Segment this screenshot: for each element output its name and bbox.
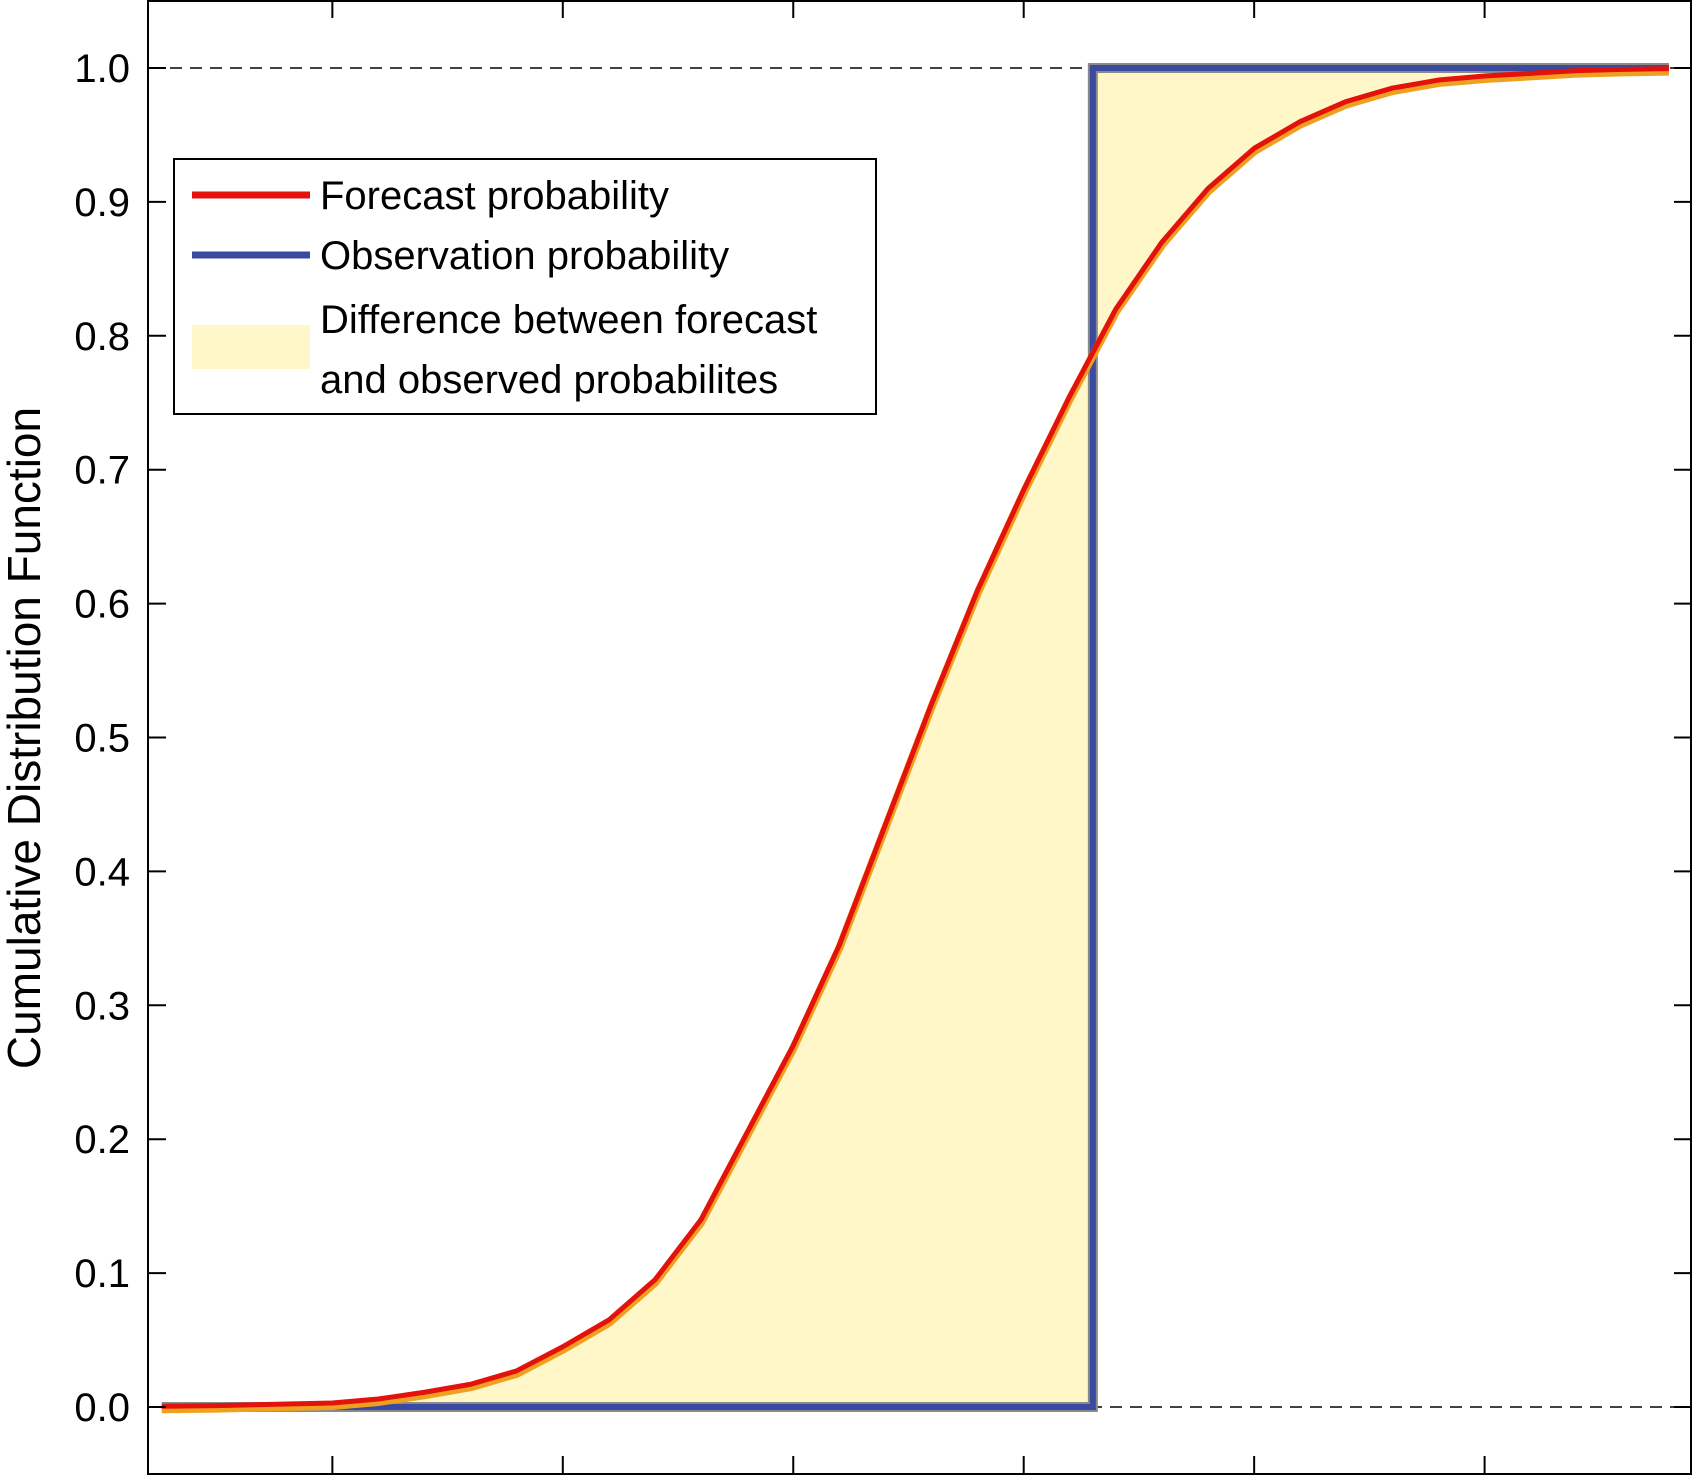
- forecast-line: [161, 66, 1669, 1409]
- y-tick-label: 0.7: [74, 449, 130, 493]
- y-tick-label: 0.0: [74, 1386, 130, 1430]
- observation-line: [161, 65, 1669, 1410]
- legend-label-difference-line1: Difference between forecast: [320, 298, 817, 342]
- axis-ticks: [148, 0, 1692, 1474]
- y-axis-title: Cumulative Distribution Function: [0, 407, 50, 1069]
- legend: Forecast probability Observation probabi…: [173, 158, 877, 415]
- y-tick-label: 0.4: [74, 850, 130, 894]
- difference-fill-right: [1092, 68, 1669, 353]
- y-tick-label: 0.5: [74, 717, 130, 761]
- y-tick-label: 0.6: [74, 583, 130, 627]
- legend-label-forecast: Forecast probability: [320, 174, 669, 218]
- y-tick-label: 0.8: [74, 315, 130, 359]
- y-tick-labels: 0.0 0.1 0.2 0.3 0.4 0.5 0.6 0.7 0.8 0.9 1.0: [74, 47, 130, 1430]
- legend-label-difference-line2: and observed probabilites: [320, 358, 778, 402]
- difference-fill-area: [161, 68, 1669, 1408]
- series-lines: [161, 63, 1670, 1414]
- y-tick-label: 1.0: [74, 47, 130, 91]
- legend-swatch-difference: [192, 325, 310, 369]
- legend-label-observation: Observation probability: [320, 234, 729, 278]
- y-tick-label: 0.2: [74, 1118, 130, 1162]
- y-tick-label: 0.1: [74, 1252, 130, 1296]
- difference-fill-left: [161, 352, 1093, 1408]
- legend-box: [173, 158, 877, 415]
- y-tick-label: 0.3: [74, 984, 130, 1028]
- y-tick-label: 0.9: [74, 181, 130, 225]
